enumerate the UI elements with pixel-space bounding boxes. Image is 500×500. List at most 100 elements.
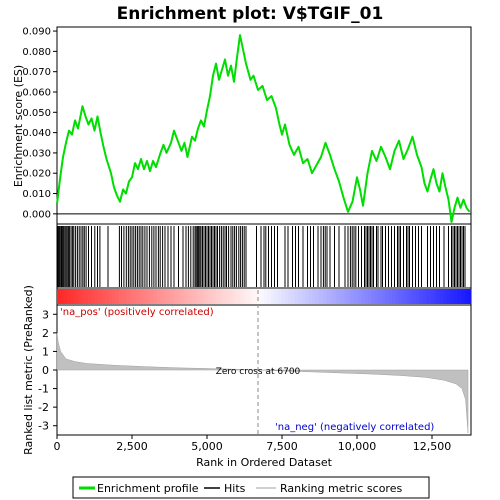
color-bar-cell (108, 289, 113, 304)
legend-label-enrichment: Enrichment profile (97, 482, 199, 495)
es-profile-line (56, 34, 471, 223)
color-bar-cell (433, 289, 437, 304)
color-bar-cell (426, 289, 430, 304)
metric-x-tick-label: 10,000 (338, 440, 377, 453)
color-bar-cell (101, 289, 106, 304)
color-bar-cell (443, 289, 448, 304)
color-bar-cell (274, 289, 279, 304)
es-y-axis: 0.000 0.010 0.020 0.030 0.040 0.050 0.060 0.070… (22, 27, 57, 220)
color-bar-cell (60, 289, 65, 304)
color-bar-cell (170, 289, 175, 304)
color-bar-cell (136, 289, 141, 304)
color-bar-cell (195, 289, 199, 304)
legend-box (72, 476, 430, 499)
es-y-tick-label: 0.070 (22, 67, 51, 78)
color-bar-cell (232, 289, 237, 304)
color-bar-cell (405, 289, 410, 304)
color-bar-cell (260, 289, 265, 304)
es-y-axis-label: Enrichment score (ES) (12, 65, 25, 187)
ranking-metric-series (56, 332, 469, 434)
color-bar-cell (184, 289, 189, 304)
metric-x-tick-label: 0 (54, 440, 61, 453)
color-bar-cell (339, 289, 344, 304)
color-bar-cell (139, 289, 144, 304)
es-y-tick-label: 0.010 (22, 189, 51, 200)
color-bar-cell (236, 289, 241, 304)
color-bar-cell (422, 289, 427, 304)
color-bar-cell (157, 289, 161, 304)
color-bar-cell (243, 289, 248, 304)
color-bar-cell (257, 289, 261, 304)
es-y-tick-label: 0.030 (22, 148, 51, 159)
es-panel-frame (56, 26, 472, 225)
color-bar-cell (288, 289, 292, 304)
color-bar-cell (63, 289, 68, 304)
color-bar-cell (367, 289, 372, 304)
color-bar-cell (146, 289, 151, 304)
color-bar-cell (357, 289, 361, 304)
metric-x-axis: 0 2,500 5,000 7,500 10,000 12,500 (54, 435, 451, 453)
color-bar-cell (350, 289, 354, 304)
es-y-tick-label: 0.050 (22, 108, 51, 119)
color-bar-cell (305, 289, 310, 304)
color-bar-cell (115, 289, 120, 304)
color-bar-cell (219, 289, 223, 304)
color-bar-cell (333, 289, 337, 304)
color-bar-cell (284, 289, 289, 304)
color-bar-cell (439, 289, 444, 304)
color-bar-cell (346, 289, 351, 304)
chart-title: Enrichment plot: V$TGIF_01 (117, 4, 384, 24)
color-bar-cell (353, 289, 358, 304)
color-bar-cell (167, 289, 172, 304)
color-bar-cell (281, 289, 285, 304)
color-bar-cell (446, 289, 451, 304)
pos-correlated-label: 'na_pos' (positively correlated) (60, 307, 214, 318)
color-bar-cell (374, 289, 379, 304)
metric-x-tick-label: 2,500 (116, 440, 148, 453)
es-profile-series (56, 34, 471, 223)
color-bar-cell (308, 289, 313, 304)
metric-y-tick-label: 2 (42, 327, 49, 340)
hits-panel (56, 223, 472, 289)
color-bar-cell (177, 289, 182, 304)
color-bar-cell (163, 289, 168, 304)
metric-y-axis: -3 -2 -1 0 1 2 3 (38, 308, 57, 433)
color-bar-cell (402, 289, 406, 304)
color-bar-cell (143, 289, 147, 304)
hit-marks (57, 226, 466, 287)
color-bar-cell (277, 289, 282, 304)
color-bar-cell (408, 289, 413, 304)
es-y-tick-label: 0.090 (22, 27, 51, 38)
color-bar-cell (112, 289, 116, 304)
metric-x-tick-label: 5,000 (191, 440, 223, 453)
color-bar-cell (329, 289, 334, 304)
color-bar-cell (198, 289, 203, 304)
metric-y-axis-label: Ranked list metric (PreRanked) (22, 285, 35, 455)
legend-label-ranking: Ranking metric scores (280, 482, 402, 495)
color-bar-cell (391, 289, 396, 304)
color-bar-cell (205, 289, 210, 304)
color-bar-cell (267, 289, 272, 304)
color-bar-cell (160, 289, 165, 304)
color-bar-cell (312, 289, 317, 304)
color-bar-cell (460, 289, 465, 304)
color-bar-cell (208, 289, 213, 304)
es-y-tick-label: 0.040 (22, 128, 51, 139)
color-bar-cell (360, 289, 365, 304)
color-bar-cell (457, 289, 461, 304)
color-bar-cell (370, 289, 375, 304)
color-bar-cell (429, 289, 434, 304)
color-bar-cell (91, 289, 96, 304)
x-axis-label: Rank in Ordered Dataset (196, 456, 333, 469)
color-bar-cell (384, 289, 389, 304)
color-bar-cell (301, 289, 306, 304)
color-bar-cell (464, 289, 468, 304)
color-bar-cell (150, 289, 154, 304)
metric-x-tick-label: 7,500 (266, 440, 298, 453)
color-bar-cell (250, 289, 254, 304)
color-bar-cell (174, 289, 179, 304)
es-y-tick-label: 0.060 (22, 87, 51, 98)
color-bar-cell (264, 289, 268, 304)
